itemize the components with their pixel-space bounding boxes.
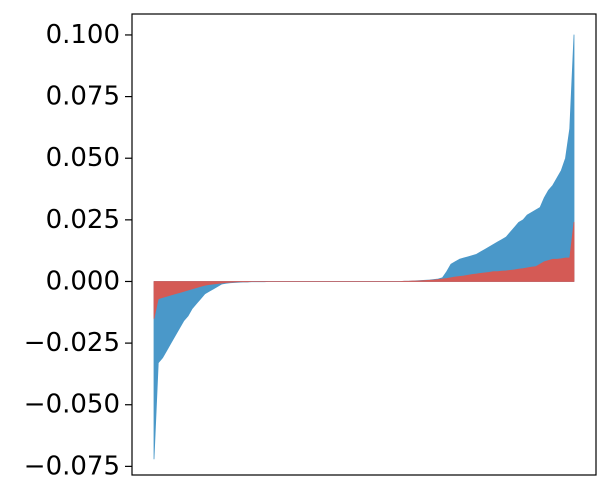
y-tick-label: −0.025 bbox=[24, 328, 120, 358]
plot-frame bbox=[131, 13, 597, 476]
y-tick-label: 0.075 bbox=[46, 82, 120, 112]
y-tick-label: 0.050 bbox=[46, 143, 120, 173]
series-layer bbox=[153, 34, 575, 460]
y-axis-ticks: 0.100 0.075 0.050 0.025 0.000 −0.025 −0.050 −0.… bbox=[24, 20, 132, 481]
y-tick-label: 0.100 bbox=[46, 20, 120, 50]
y-tick-label: 0.025 bbox=[46, 205, 120, 235]
y-tick-label: −0.050 bbox=[24, 390, 120, 420]
series-area-2 bbox=[153, 221, 575, 319]
y-tick-label: −0.075 bbox=[24, 451, 120, 481]
y-tick-label: 0.000 bbox=[46, 266, 120, 296]
series-area-1 bbox=[153, 34, 575, 460]
